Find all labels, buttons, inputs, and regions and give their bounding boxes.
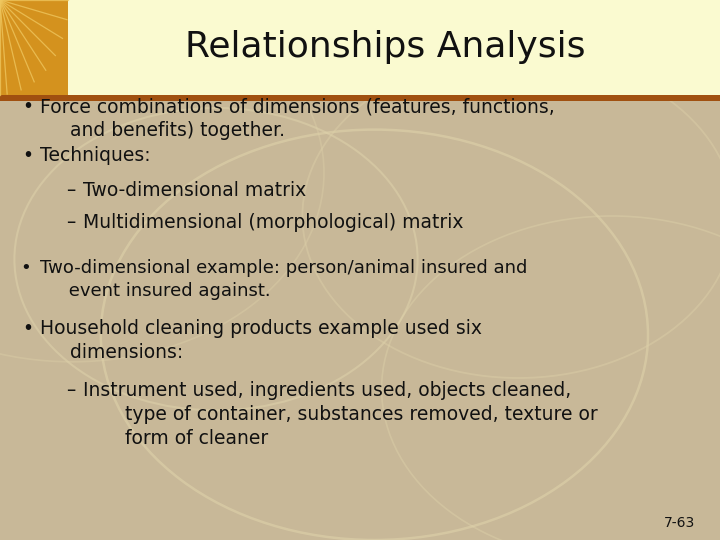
Text: •: • (20, 259, 30, 277)
Text: Two-dimensional matrix: Two-dimensional matrix (83, 181, 306, 200)
Text: Household cleaning products example used six
     dimensions:: Household cleaning products example used… (40, 319, 482, 362)
Text: –: – (66, 181, 75, 200)
Text: Two-dimensional example: person/animal insured and
     event insured against.: Two-dimensional example: person/animal i… (40, 259, 527, 300)
Text: •: • (22, 97, 33, 116)
Text: –: – (66, 213, 75, 232)
Text: Force combinations of dimensions (features, functions,
     and benefits) togeth: Force combinations of dimensions (featur… (40, 97, 554, 140)
Text: Instrument used, ingredients used, objects cleaned,
       type of container, su: Instrument used, ingredients used, objec… (83, 381, 598, 448)
Bar (0, 94, 720, 101)
Text: •: • (22, 319, 33, 338)
Text: Multidimensional (morphological) matrix: Multidimensional (morphological) matrix (83, 213, 463, 232)
Text: Relationships Analysis: Relationships Analysis (185, 30, 585, 64)
Bar (0, 0, 720, 94)
Text: •: • (22, 146, 33, 165)
Text: –: – (66, 381, 75, 400)
Text: 7-63: 7-63 (664, 516, 695, 530)
Text: Techniques:: Techniques: (40, 146, 150, 165)
Bar (0, 0, 68, 94)
